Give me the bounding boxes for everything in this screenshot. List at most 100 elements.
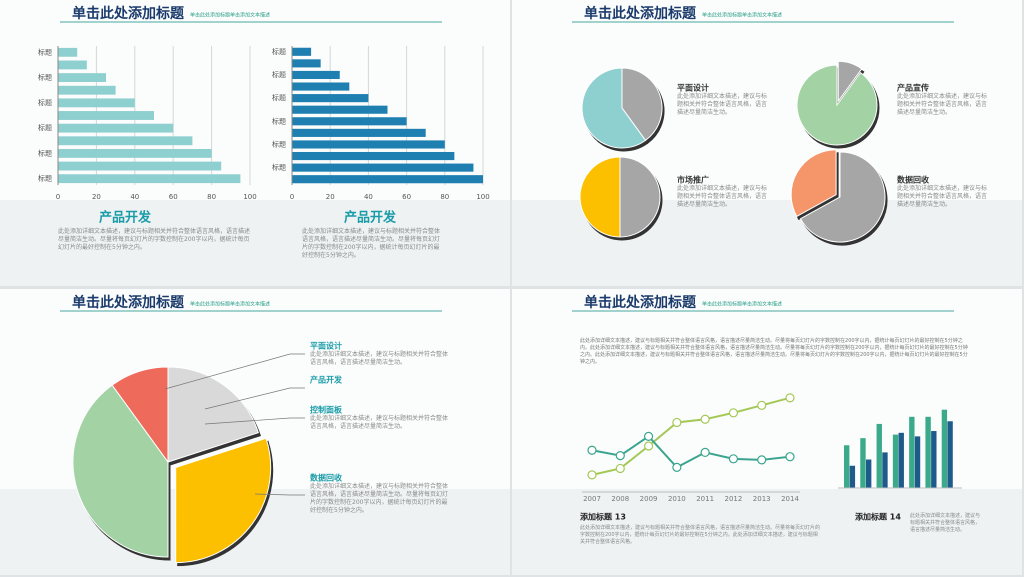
bar — [865, 459, 872, 488]
line-point — [615, 451, 625, 461]
bar — [292, 70, 340, 80]
pie-slice — [790, 149, 837, 218]
y-tick-label: 标题 — [38, 174, 52, 183]
bar — [58, 60, 87, 70]
pie — [790, 149, 886, 243]
paragraph: 此处添加详细文本描述，建议与标题相关并符合整体语言风格，语言描述尽量简洁生动。 — [310, 351, 449, 366]
pie — [796, 60, 878, 146]
leader-line — [254, 493, 305, 496]
x-tick-label: 2014 — [781, 495, 799, 503]
y-tick-label: 标题 — [272, 70, 286, 79]
x-tick-label: 80 — [440, 193, 449, 201]
paragraph: 此处添加详细文本描述，建议与标题相关并符合整体语言风格，语言描述尽量简洁生动。尽… — [580, 338, 968, 365]
bar — [925, 416, 931, 488]
bar — [58, 161, 222, 171]
bar — [947, 421, 953, 488]
bar — [292, 105, 388, 114]
x-tick-label: 2008 — [611, 495, 629, 503]
pie-slice — [796, 64, 878, 146]
line-point — [672, 417, 682, 428]
paragraph: 此处添加详细文本描述，建议与标题相关并符合整体语言风格，语言描述尽量简洁生动。 — [677, 185, 768, 208]
bar — [58, 136, 193, 146]
bar — [58, 111, 154, 120]
pie-slice — [799, 151, 886, 243]
bar — [292, 117, 407, 126]
line-point — [700, 447, 710, 458]
paragraph: 此处添加详细文本描述，建议与标题相关并符合整体语言风格，语言描述尽量简洁生动。 — [910, 513, 981, 533]
line-point — [757, 400, 767, 410]
paragraph: 此处添加详细文本描述，建议与标题相关并符合整体语言风格，语言描述尽量简洁生动。尽… — [310, 483, 449, 514]
item-label: 平面设计 — [310, 341, 342, 351]
paragraph: 此处添加详细文本描述，建议与标题相关并符合整体语言风格，语言描述尽量简洁生动。尽… — [302, 228, 441, 259]
x-tick-label: 40 — [130, 193, 139, 201]
chart-caption: 产品开发 — [99, 210, 152, 226]
line-point — [785, 452, 795, 462]
pie-slice — [837, 60, 863, 103]
pie — [72, 366, 272, 564]
bar — [292, 47, 312, 56]
y-tick-label: 标题 — [272, 116, 286, 125]
y-tick-label: 标题 — [38, 47, 52, 56]
line-point — [785, 393, 795, 403]
bar — [849, 465, 856, 488]
bar — [292, 175, 483, 184]
x-tick-label: 2013 — [753, 495, 771, 503]
skyline — [0, 200, 510, 286]
y-tick-label: 标题 — [272, 139, 286, 148]
bar — [58, 148, 212, 158]
x-tick-label: 2011 — [696, 495, 714, 503]
slide-subtitle: 单击此处添加标题单击添加文本描述 — [702, 12, 782, 19]
item-label: 数据回收 — [310, 473, 342, 483]
chart-caption: 添加标题 13 — [580, 512, 626, 522]
pie-slice — [619, 156, 661, 238]
skyline — [512, 489, 1022, 575]
pie — [581, 67, 663, 149]
slide-title: 单击此处添加标题 — [584, 294, 697, 311]
bar — [892, 434, 899, 488]
y-tick-label: 标题 — [272, 163, 286, 172]
bar — [941, 409, 948, 488]
pie-slice — [167, 366, 259, 463]
slide-subtitle: 单击此处添加标题单击添加文本描述 — [190, 12, 270, 19]
x-tick-label: 2009 — [640, 495, 658, 503]
paragraph: 此处添加详细文本描述，建议与标题相关并符合整体语言风格，语言描述尽量简洁生动。 — [897, 93, 988, 116]
x-tick-label: 80 — [207, 193, 216, 201]
pie — [579, 156, 661, 238]
bar — [58, 98, 135, 108]
slide-subtitle: 单击此处添加标题单击添加文本描述 — [190, 301, 270, 308]
leader-line — [164, 353, 305, 390]
bar — [931, 431, 937, 488]
chart-caption: 添加标题 14 — [855, 512, 901, 522]
line-point — [587, 445, 597, 455]
bar — [292, 94, 369, 103]
bar — [860, 438, 866, 488]
leader-line — [204, 387, 305, 410]
item-label: 产品开发 — [310, 375, 343, 385]
x-tick-label: 40 — [364, 193, 373, 201]
bar — [58, 123, 174, 133]
bar — [292, 140, 445, 149]
paragraph: 此处添加详细文本描述，建议与标题相关并符合整体语言风格，语言描述尽量简洁生动。 — [897, 185, 988, 208]
bar — [909, 416, 915, 488]
pie-label: 数据回收 — [897, 175, 929, 185]
line-point — [643, 431, 654, 441]
line-series — [591, 396, 791, 476]
bar — [58, 174, 241, 184]
y-tick-label: 标题 — [38, 123, 52, 132]
bar — [292, 151, 455, 161]
bar — [58, 73, 106, 83]
bar — [58, 47, 78, 57]
bar — [876, 423, 882, 488]
y-tick-label: 标题 — [38, 73, 52, 82]
bar — [882, 452, 888, 488]
paragraph: 此处添加详细文本描述，建议与标题相关并符合整体语言风格，语言描述尽量简洁生动。尽… — [580, 525, 821, 545]
bar — [292, 128, 426, 137]
pie-slice — [579, 156, 621, 238]
x-tick-label: 2007 — [583, 495, 601, 503]
y-tick-label: 标题 — [272, 47, 286, 56]
bar — [292, 82, 350, 91]
line-point — [728, 408, 739, 418]
line-series — [591, 435, 791, 469]
